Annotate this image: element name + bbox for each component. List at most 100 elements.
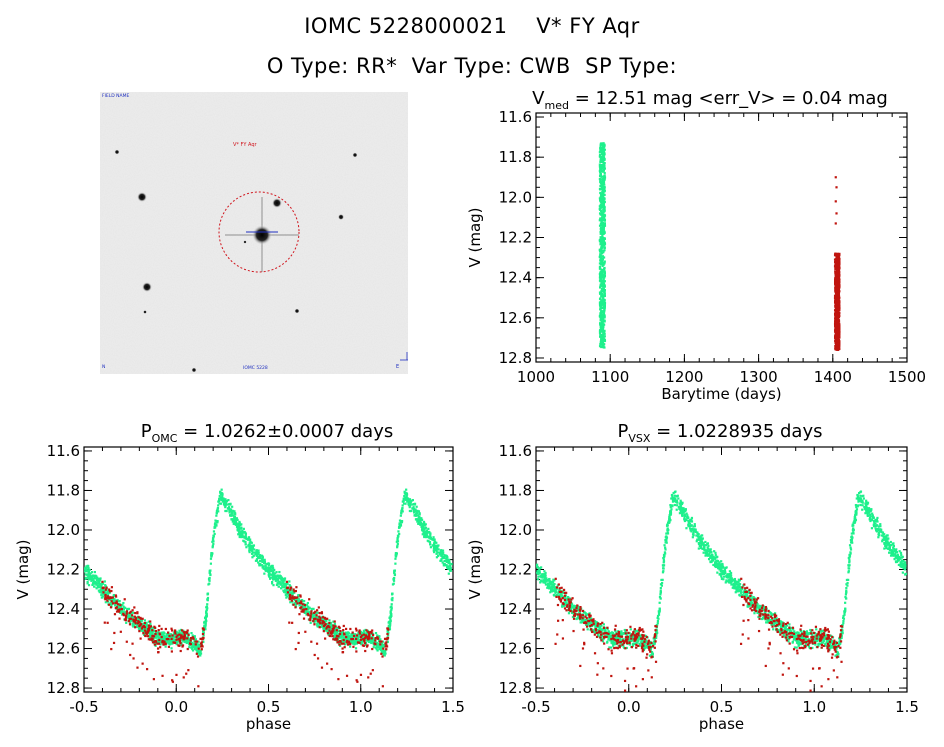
data-point xyxy=(110,596,113,600)
data-point xyxy=(376,636,379,639)
data-point xyxy=(159,646,162,649)
data-point xyxy=(432,536,435,539)
data-point xyxy=(844,597,848,600)
data-point xyxy=(297,598,301,601)
data-point xyxy=(836,320,839,323)
data-point xyxy=(93,585,96,588)
data-point xyxy=(337,642,340,645)
data-point xyxy=(447,559,450,562)
data-point xyxy=(600,330,603,333)
data-point xyxy=(137,627,140,630)
data-point xyxy=(144,625,147,628)
data-point xyxy=(702,547,705,551)
data-point xyxy=(599,178,602,181)
data-point xyxy=(104,593,107,597)
data-point xyxy=(601,222,605,225)
data-point xyxy=(400,512,403,515)
data-point xyxy=(838,265,841,268)
data-point xyxy=(335,638,338,641)
data-point xyxy=(599,305,602,308)
data-point xyxy=(161,641,164,644)
data-point xyxy=(408,509,411,513)
data-point xyxy=(159,640,162,643)
data-point xyxy=(602,145,605,148)
data-point xyxy=(838,296,841,299)
data-point xyxy=(241,534,244,537)
data-point xyxy=(164,637,167,640)
data-point xyxy=(221,493,224,496)
data-point xyxy=(236,523,239,526)
data-point xyxy=(286,582,289,585)
data-point xyxy=(332,620,335,623)
data-point xyxy=(838,329,841,333)
data-point xyxy=(384,644,387,647)
data-point xyxy=(603,309,606,312)
data-point xyxy=(838,285,841,288)
data-point xyxy=(322,627,325,630)
data-point xyxy=(189,640,192,643)
data-point xyxy=(359,642,363,645)
data-point xyxy=(136,617,139,620)
data-point xyxy=(202,631,205,634)
data-point xyxy=(364,637,367,640)
data-point xyxy=(351,638,354,641)
data-point xyxy=(191,649,195,652)
data-point xyxy=(446,555,449,559)
data-point xyxy=(836,276,839,279)
data-point xyxy=(191,636,195,639)
data-point xyxy=(178,631,181,634)
data-point xyxy=(599,274,602,277)
data-point xyxy=(156,633,159,636)
data-point xyxy=(837,330,841,333)
data-point xyxy=(603,280,606,283)
data-point xyxy=(837,344,840,348)
data-point xyxy=(297,595,300,598)
data-point xyxy=(356,680,359,683)
data-point xyxy=(243,535,246,539)
data-point xyxy=(835,311,838,315)
data-point xyxy=(600,186,604,189)
data-point xyxy=(397,535,400,538)
data-point xyxy=(360,641,363,645)
data-point xyxy=(174,638,177,641)
data-point xyxy=(155,635,158,638)
data-point xyxy=(836,276,839,279)
data-point xyxy=(603,193,606,196)
data-point xyxy=(602,180,605,183)
data-point xyxy=(402,502,406,505)
data-point xyxy=(853,517,856,521)
data-point xyxy=(148,635,151,638)
data-point xyxy=(602,637,605,641)
data-point xyxy=(235,521,238,525)
data-point xyxy=(321,620,325,624)
data-point xyxy=(611,633,615,637)
data-point xyxy=(600,342,603,345)
data-point xyxy=(834,320,837,323)
data-point xyxy=(342,642,345,645)
data-point xyxy=(201,636,205,639)
data-point xyxy=(835,344,839,347)
data-point xyxy=(149,622,152,625)
data-point xyxy=(602,263,605,266)
data-point xyxy=(264,569,267,572)
data-point xyxy=(159,636,162,639)
data-point xyxy=(834,310,837,313)
data-point xyxy=(601,182,604,186)
data-point xyxy=(600,256,603,260)
data-point xyxy=(602,162,605,165)
data-point xyxy=(237,533,240,536)
data-point xyxy=(838,331,841,335)
data-point xyxy=(837,260,841,264)
data-point xyxy=(258,559,262,563)
data-point xyxy=(837,280,840,283)
data-point xyxy=(104,601,107,604)
data-point xyxy=(301,607,304,610)
data-point xyxy=(599,198,602,202)
data-point xyxy=(95,579,99,582)
data-point xyxy=(598,265,602,268)
data-point xyxy=(602,299,605,302)
data-point xyxy=(250,547,253,550)
data-point xyxy=(338,643,341,646)
data-point xyxy=(365,638,368,641)
data-point xyxy=(864,508,867,511)
